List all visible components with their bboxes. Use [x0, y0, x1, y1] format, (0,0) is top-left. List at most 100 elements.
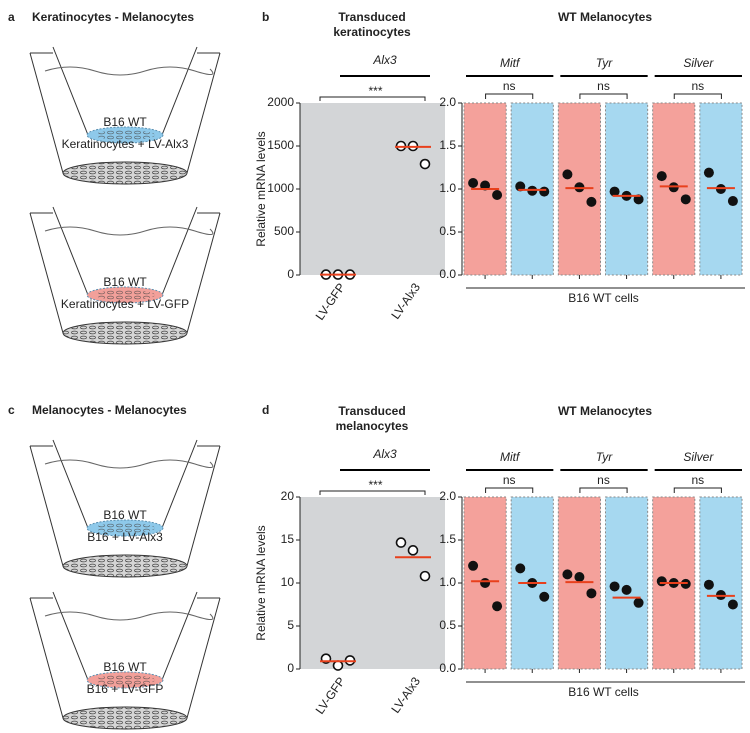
data-point [468, 560, 479, 571]
y-tick-label: 0 [287, 661, 294, 675]
significance-bracket [579, 93, 628, 99]
y-tick-label: 15 [281, 532, 295, 546]
panel-label: a [8, 10, 15, 24]
y-tick-label: 0.5 [439, 618, 456, 632]
y-tick-label: 0 [287, 267, 294, 281]
y-tick-label: 2000 [267, 95, 294, 109]
significance-label: ns [691, 473, 704, 487]
data-point [407, 545, 419, 556]
x-tick-label: LV-Alx3 [388, 674, 423, 715]
gene-label: Alx3 [372, 53, 397, 67]
plot-background [300, 497, 445, 669]
footer-label: B16 WT cells [568, 291, 638, 305]
chart-title: keratinocytes [333, 25, 411, 39]
y-axis-label: Relative mRNA levels [254, 131, 268, 246]
significance-bracket [579, 487, 628, 493]
y-tick-label: 0.0 [439, 661, 456, 675]
plot-background [300, 103, 445, 275]
y-tick-label: 5 [287, 618, 294, 632]
data-point [515, 563, 526, 574]
data-point [539, 591, 550, 602]
gene-label: Silver [683, 56, 714, 70]
panel-label: b [262, 10, 269, 24]
diagram-title: Melanocytes - Melanocytes [32, 403, 187, 417]
significance-label: *** [368, 84, 382, 98]
y-tick-label: 1.0 [439, 575, 456, 589]
data-point [586, 196, 597, 207]
chart-title: melanocytes [336, 419, 409, 433]
significance-bracket [485, 487, 534, 493]
data-point [586, 588, 597, 599]
footer-label: B16 WT cells [568, 685, 638, 699]
data-point [609, 186, 620, 197]
data-point [332, 660, 344, 671]
well-label: B16 WT [103, 660, 147, 674]
significance-bracket [673, 93, 722, 99]
data-point [621, 584, 632, 595]
chart-title: Transduced [338, 404, 405, 418]
gene-label: Mitf [500, 450, 521, 464]
y-tick-label: 0.5 [439, 224, 456, 238]
chart-title: WT Melanocytes [558, 404, 652, 418]
y-tick-label: 1.5 [439, 138, 456, 152]
significance-label: ns [503, 473, 516, 487]
significance-label: ns [503, 79, 516, 93]
gene-label: Alx3 [372, 447, 397, 461]
well-label: B16 WT [103, 115, 147, 129]
significance-label: ns [597, 79, 610, 93]
significance-label: ns [597, 473, 610, 487]
y-tick-label: 1000 [267, 181, 294, 195]
gene-label: Tyr [596, 56, 613, 70]
x-tick-label: LV-Alx3 [388, 280, 423, 321]
data-point [395, 537, 407, 548]
well-label: Keratinocytes + LV-Alx3 [62, 137, 189, 151]
data-point [539, 186, 550, 197]
chart-title: WT Melanocytes [558, 10, 652, 24]
diagram-title: Keratinocytes - Melanocytes [32, 10, 194, 24]
gene-label: Mitf [500, 56, 521, 70]
data-point [656, 171, 667, 182]
well-label: Keratinocytes + LV-GFP [61, 297, 189, 311]
data-point [656, 576, 667, 587]
data-point [419, 158, 431, 170]
data-point [419, 570, 431, 582]
y-axis-label: Relative mRNA levels [254, 525, 268, 640]
x-tick-label: LV-GFP [313, 675, 348, 717]
well-label: B16 + LV-GFP [87, 682, 164, 696]
well-label: B16 + LV-Alx3 [87, 530, 163, 544]
y-tick-label: 500 [274, 224, 294, 238]
significance-label: ns [691, 79, 704, 93]
significance-bracket [673, 487, 722, 493]
y-tick-label: 10 [281, 575, 295, 589]
data-point [703, 167, 714, 178]
data-point [680, 194, 691, 205]
data-point [492, 601, 503, 612]
data-point [562, 169, 573, 180]
y-tick-label: 1.0 [439, 181, 456, 195]
data-point [492, 190, 503, 201]
panel-label: c [8, 403, 15, 417]
y-tick-label: 0.0 [439, 267, 456, 281]
y-tick-label: 1.5 [439, 532, 456, 546]
well-label: B16 WT [103, 275, 147, 289]
y-tick-label: 20 [281, 489, 295, 503]
y-tick-label: 2.0 [439, 489, 456, 503]
significance-bracket [319, 490, 426, 495]
data-point [574, 571, 585, 582]
y-tick-label: 2.0 [439, 95, 456, 109]
chart-title: Transduced [338, 10, 405, 24]
data-point [703, 579, 714, 590]
data-point [562, 569, 573, 580]
data-point [468, 177, 479, 188]
y-tick-label: 1500 [267, 138, 294, 152]
data-point [609, 581, 620, 592]
significance-bracket [319, 96, 426, 101]
well-label: B16 WT [103, 508, 147, 522]
data-point [480, 578, 491, 588]
x-tick-label: LV-GFP [313, 281, 348, 323]
panel-label: d [262, 403, 269, 417]
data-point [727, 196, 738, 207]
significance-label: *** [368, 478, 382, 492]
data-point [727, 599, 738, 610]
